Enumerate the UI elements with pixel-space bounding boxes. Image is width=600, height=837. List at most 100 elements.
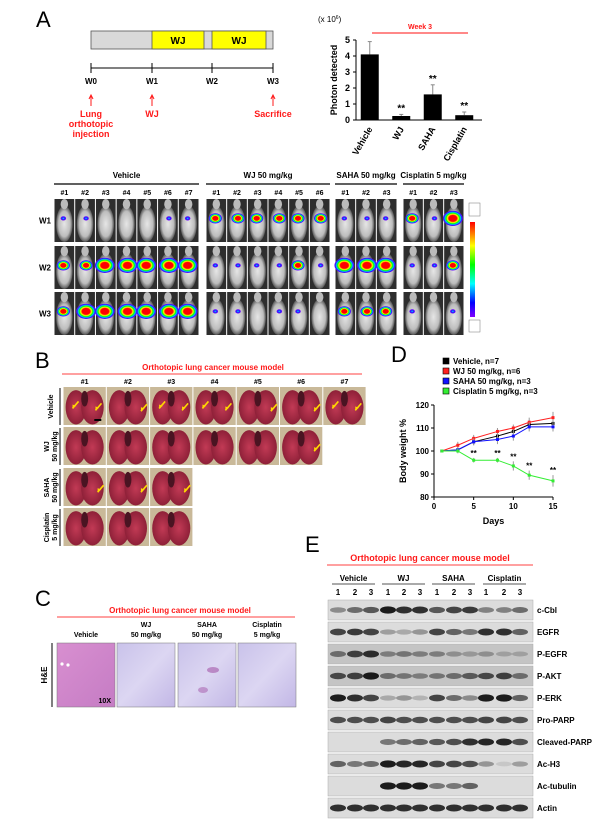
he-column-label: 5 mg/kg <box>254 632 280 639</box>
luminescence-signal <box>253 263 260 268</box>
mouse-image <box>206 292 227 335</box>
protein-band <box>512 804 528 812</box>
lung-row-label: 50 mg/kg <box>52 472 59 502</box>
schedule-segment-wj-2: WJ <box>232 36 247 47</box>
lung-row-label: 50 mg/kg <box>52 431 59 461</box>
protein-band <box>478 761 494 767</box>
week-label: W2 <box>206 77 219 86</box>
mouse-image <box>206 246 227 289</box>
significance-marker: ** <box>471 449 478 458</box>
data-point <box>511 434 515 438</box>
series-wj <box>440 411 555 453</box>
blot-cleaved-parp <box>327 731 534 753</box>
protein-band <box>446 760 462 768</box>
panel-c-title: Orthotopic lung cancer mouse model <box>109 606 251 615</box>
mouse-image <box>54 246 75 289</box>
he-column-label: 50 mg/kg <box>131 632 161 639</box>
mouse-image <box>376 292 397 335</box>
luminescence-signal <box>235 309 241 314</box>
legend-label: Cisplatin 5 mg/kg, n=3 <box>453 387 538 396</box>
unit-close: ) <box>339 15 342 24</box>
treatment-schedule: WJ WJ <box>90 30 274 50</box>
protein-band <box>496 738 512 746</box>
mouse-image <box>444 292 464 335</box>
unit-label: (x 106) <box>318 15 342 24</box>
protein-band <box>412 782 428 790</box>
event-label: injection <box>72 129 109 139</box>
mouse-image <box>158 292 179 335</box>
data-point <box>472 458 476 462</box>
event-label: Sacrifice <box>254 109 292 119</box>
he-image <box>116 642 176 708</box>
panel-label-c: C <box>35 586 51 611</box>
mouse-number: #6 <box>316 190 324 197</box>
protein-band <box>347 606 363 614</box>
mouse-number: #3 <box>383 190 391 197</box>
data-point <box>472 440 476 444</box>
lane-number: 3 <box>418 588 423 597</box>
imaging-group-label: SAHA 50 mg/kg <box>336 171 395 180</box>
panel-label-d: D <box>391 342 407 367</box>
lung-photo-grid: Orthotopic lung cancer mouse model #1 #2 #3… <box>44 363 366 546</box>
luminescence-signal <box>76 303 96 319</box>
panel-b-title: Orthotopic lung cancer mouse model <box>142 363 284 372</box>
blot-egfr <box>327 621 534 643</box>
blot-label: EGFR <box>537 628 559 637</box>
he-column-label: 50 mg/kg <box>192 632 222 639</box>
protein-band <box>429 760 445 768</box>
luminescence-signal <box>295 309 301 314</box>
data-point <box>495 438 499 441</box>
protein-band <box>462 672 478 680</box>
mouse-image <box>423 199 444 242</box>
luminescence-signal <box>276 309 283 314</box>
lane-number: 1 <box>386 588 391 597</box>
protein-band <box>462 716 478 724</box>
protein-band <box>478 804 494 812</box>
lung-photo <box>323 387 366 425</box>
protein-band <box>462 606 478 614</box>
lane-number: 1 <box>336 588 341 597</box>
lane-number: 1 <box>484 588 489 597</box>
imaging-row-label: W2 <box>39 264 52 273</box>
event-label: orthotopic <box>69 119 114 129</box>
blot-c-cbl <box>327 599 534 621</box>
mouse-image <box>178 199 199 242</box>
data-point <box>456 443 460 447</box>
significance-marker: ** <box>526 462 533 471</box>
lung-column-label: #2 <box>124 379 132 386</box>
protein-band <box>462 695 478 701</box>
protein-band <box>429 738 445 746</box>
data-point <box>511 426 515 430</box>
x-tick-label: SAHA <box>416 125 438 153</box>
luminescence-signal <box>446 260 460 271</box>
mouse-image <box>177 292 199 335</box>
mouse-image <box>247 199 268 242</box>
blot-group-label: Vehicle <box>340 574 368 583</box>
mouse-image <box>403 292 423 335</box>
week-label: W1 <box>146 77 159 86</box>
x-tick-label: 0 <box>432 502 437 511</box>
event-label: WJ <box>145 109 159 119</box>
lane-number: 2 <box>402 588 407 597</box>
luminescence-signal <box>79 260 93 271</box>
y-axis-label: Photon detected <box>329 45 339 116</box>
protein-band <box>462 651 478 657</box>
significance-marker: ** <box>550 466 557 475</box>
protein-band <box>496 672 512 680</box>
luminescence-signal <box>341 216 348 221</box>
protein-band <box>347 672 363 680</box>
mouse-image <box>309 292 330 335</box>
lung-photo <box>236 427 279 465</box>
y-tick-label: 100 <box>416 447 430 456</box>
lung-row-label: 5 mg/kg <box>52 514 59 540</box>
protein-band <box>396 606 412 614</box>
x-tick-label: 5 <box>471 502 476 511</box>
protein-band <box>396 629 412 635</box>
protein-band <box>478 738 494 746</box>
luminescence-signal <box>166 216 172 221</box>
protein-band <box>380 716 396 724</box>
protein-band <box>462 738 478 746</box>
protein-band <box>446 804 462 812</box>
legend-label: WJ 50 mg/kg, n=6 <box>453 367 521 376</box>
mouse-image <box>268 292 289 335</box>
